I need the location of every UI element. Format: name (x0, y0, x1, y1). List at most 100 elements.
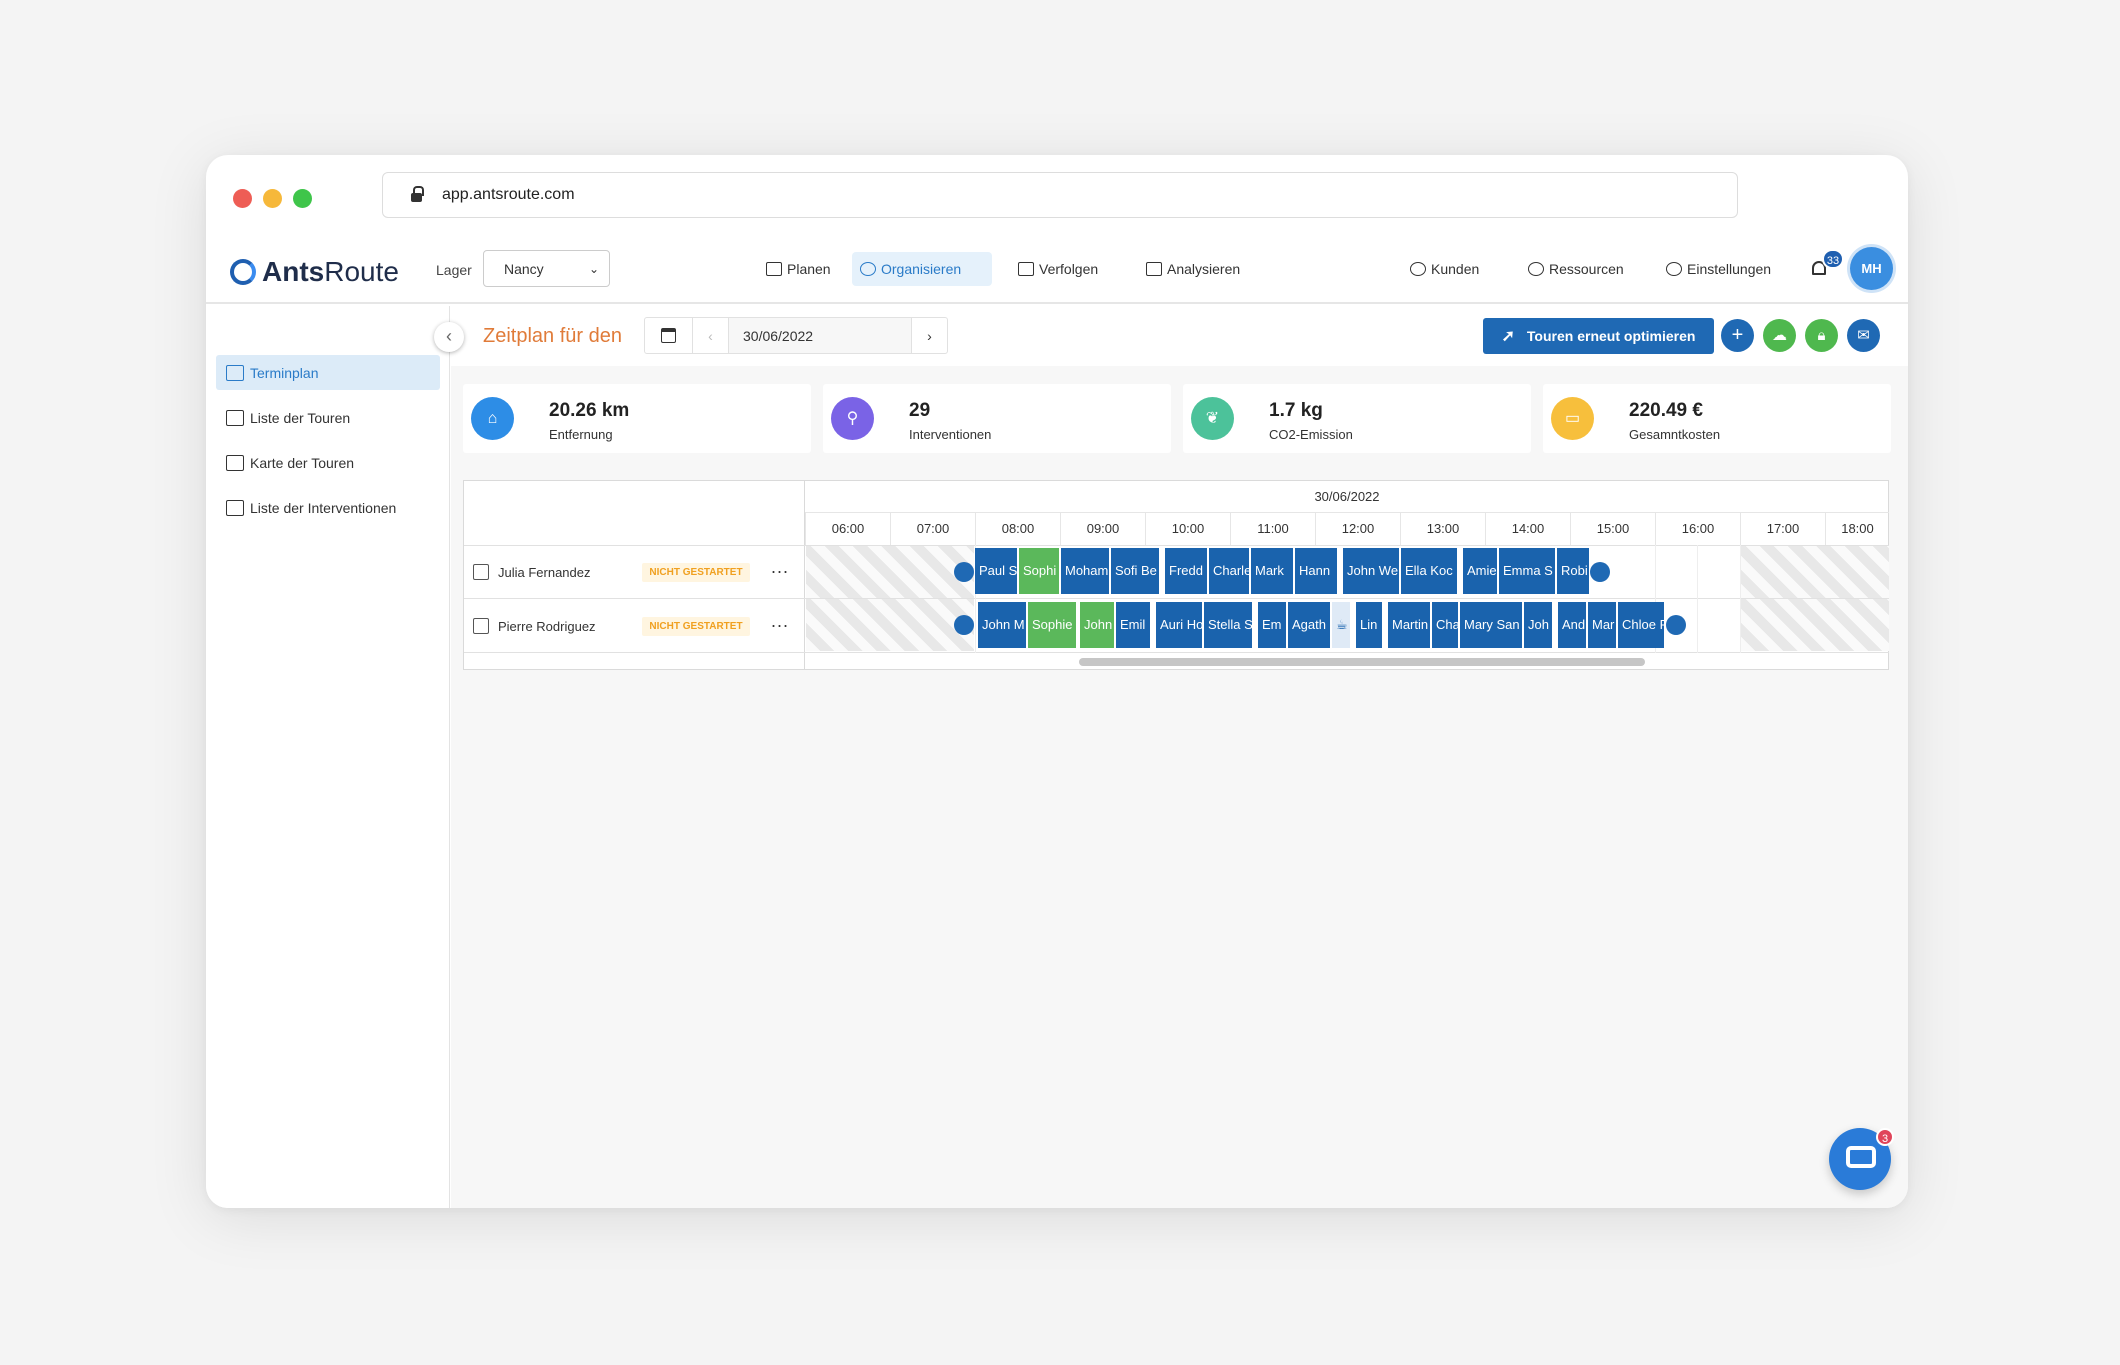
intervention-block[interactable]: Emma S (1499, 548, 1557, 594)
hour-label: 09:00 (1060, 513, 1145, 545)
intervention-block[interactable]: Amie (1463, 548, 1499, 594)
intervention-block[interactable]: Cha (1432, 602, 1460, 648)
more-options-button[interactable]: ... (771, 557, 790, 577)
intervention-block[interactable]: Ella Koc (1401, 548, 1459, 594)
intervention-block[interactable]: Mark (1251, 548, 1295, 594)
resource-name: Julia Fernandez (498, 565, 591, 580)
intervention-block[interactable]: Em (1258, 602, 1288, 648)
hour-label: 06:00 (805, 513, 890, 545)
logo[interactable]: Ants Route (230, 256, 399, 288)
nav-verfolgen[interactable]: Verfolgen (1010, 252, 1106, 286)
status-badge: NICHT GESTARTET (642, 617, 750, 636)
schedule-date-header: 30/06/2022 (805, 481, 1889, 513)
intervention-block[interactable]: Sophie (1028, 602, 1078, 648)
intervention-block[interactable]: John M (978, 602, 1028, 648)
intervention-block[interactable]: Lin (1356, 602, 1384, 648)
money-icon: ▭ (1551, 397, 1594, 440)
schedule-grid: 30/06/2022 06:00 07:00 08:00 09:00 10:00… (463, 480, 1889, 670)
resource-checkbox[interactable] (473, 564, 489, 580)
chart-icon (1146, 262, 1162, 276)
notification-count-badge: 33 (1822, 249, 1844, 269)
sidebar-item-liste-interventionen[interactable]: Liste der Interventionen (216, 490, 440, 525)
intervention-block[interactable]: Agath (1288, 602, 1332, 648)
toolbar: Zeitplan für den ‹ 30/06/2022 › ➚ Touren… (451, 306, 1908, 366)
url-text: app.antsroute.com (442, 186, 575, 203)
intervention-block[interactable]: Stella S (1204, 602, 1254, 648)
chat-button[interactable]: 3 (1829, 1128, 1894, 1190)
intervention-block[interactable]: Auri Ho (1156, 602, 1204, 648)
nav-planen[interactable]: Planen (758, 252, 839, 286)
stat-card-distance: ⌂ 20.26 km Entfernung (463, 384, 811, 453)
road-icon: ⌂ (471, 397, 514, 440)
calendar-button[interactable] (645, 318, 693, 353)
avatar[interactable]: MH (1850, 247, 1893, 290)
checklist-icon (226, 499, 244, 516)
intervention-block[interactable]: Moham (1061, 548, 1111, 594)
lock-button[interactable]: 🔒︎ (1805, 319, 1838, 352)
close-dot[interactable] (233, 189, 252, 208)
map-icon (226, 454, 244, 471)
date-picker: ‹ 30/06/2022 › (644, 317, 948, 354)
email-button[interactable]: ✉ (1847, 319, 1880, 352)
grid-line (975, 545, 976, 653)
intervention-block[interactable]: Sofi Be (1111, 548, 1161, 594)
more-options-button[interactable]: ... (771, 611, 790, 631)
optimize-button[interactable]: ➚ Touren erneut optimieren (1483, 318, 1714, 354)
hour-label: 14:00 (1485, 513, 1570, 545)
intervention-block[interactable]: Mar (1588, 602, 1618, 648)
notifications-button[interactable]: 33 (1810, 249, 1844, 279)
road-icon (226, 409, 244, 426)
end-point-marker[interactable] (1666, 615, 1686, 635)
sidebar-item-terminplan[interactable]: Terminplan (216, 355, 440, 390)
nav-analysieren[interactable]: Analysieren (1138, 252, 1248, 286)
row-divider (464, 598, 1889, 599)
intervention-block[interactable]: Fredd (1165, 548, 1209, 594)
next-day-button[interactable]: › (911, 318, 947, 353)
start-point-marker[interactable] (954, 562, 974, 582)
intervention-block[interactable]: And (1558, 602, 1588, 648)
previous-day-button[interactable]: ‹ (693, 318, 729, 353)
lock-icon: 🔒︎ (1817, 327, 1826, 344)
intervention-block[interactable]: John (1080, 602, 1116, 648)
hour-label: 12:00 (1315, 513, 1400, 545)
start-point-marker[interactable] (954, 615, 974, 635)
nav-organisieren[interactable]: Organisieren (852, 252, 992, 286)
intervention-block[interactable]: Mary San (1460, 602, 1524, 648)
intervention-block[interactable]: Martin (1388, 602, 1432, 648)
sidebar-item-karte-touren[interactable]: Karte der Touren (216, 445, 440, 480)
hour-label: 07:00 (890, 513, 975, 545)
hour-label: 18:00 (1825, 513, 1889, 545)
collapse-sidebar-button[interactable]: ‹ (434, 322, 464, 352)
bell-icon (1812, 261, 1826, 275)
intervention-block[interactable]: Hann (1295, 548, 1339, 594)
intervention-block[interactable]: Emil (1116, 602, 1152, 648)
intervention-block[interactable]: Chloe F (1618, 602, 1666, 648)
add-button[interactable]: + (1721, 319, 1754, 352)
date-input[interactable]: 30/06/2022 (729, 318, 911, 353)
minimize-dot[interactable] (263, 189, 282, 208)
user-gear-icon (1528, 262, 1544, 276)
end-point-marker[interactable] (1590, 562, 1610, 582)
nav-einstellungen[interactable]: Einstellungen (1658, 252, 1779, 286)
intervention-block[interactable]: Joh (1524, 602, 1554, 648)
hour-label: 15:00 (1570, 513, 1655, 545)
grid-line (1655, 545, 1656, 653)
horizontal-scrollbar[interactable] (1079, 658, 1645, 666)
resource-checkbox[interactable] (473, 618, 489, 634)
lager-select[interactable]: Nancy ⌄ (483, 250, 610, 287)
plus-icon: + (1731, 324, 1744, 346)
intervention-block[interactable]: Charle (1209, 548, 1251, 594)
maximize-dot[interactable] (293, 189, 312, 208)
cloud-download-button[interactable]: ☁ (1763, 319, 1796, 352)
address-bar[interactable]: app.antsroute.com (382, 172, 1738, 218)
nav-ressourcen[interactable]: Ressourcen (1520, 252, 1632, 286)
intervention-block[interactable]: Sophi (1019, 548, 1061, 594)
break-block[interactable]: ☕︎ (1332, 602, 1352, 648)
intervention-block[interactable]: Robi (1557, 548, 1591, 594)
intervention-block[interactable]: Paul S (975, 548, 1019, 594)
intervention-block[interactable]: John We (1343, 548, 1401, 594)
gear-icon (1666, 262, 1682, 276)
signpost-icon (1018, 262, 1034, 276)
nav-kunden[interactable]: Kunden (1402, 252, 1487, 286)
sidebar-item-liste-touren[interactable]: Liste der Touren (216, 400, 440, 435)
